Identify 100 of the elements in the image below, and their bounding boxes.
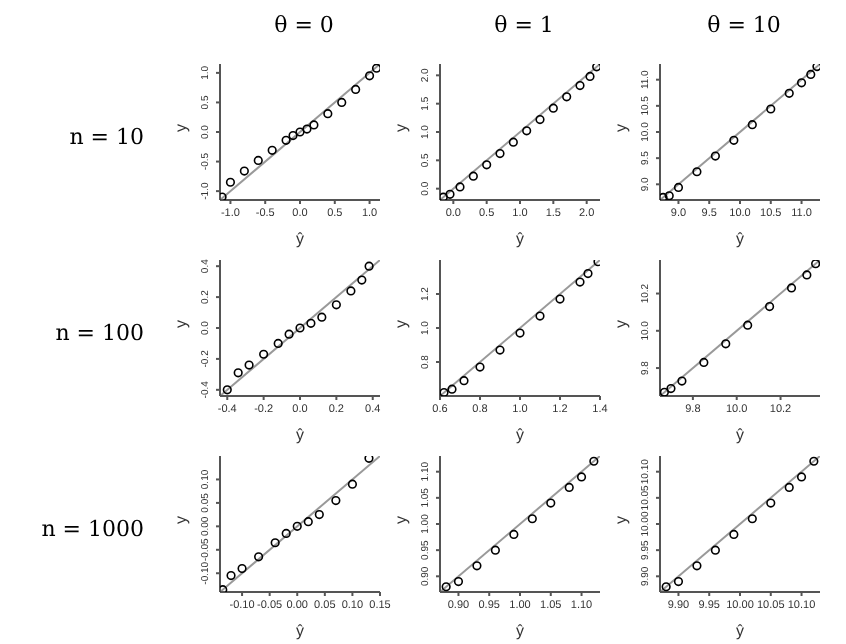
point [337,97,347,108]
point [254,552,264,562]
x-axis-title: ŷ [516,622,524,640]
point [564,482,574,492]
x-axis-title: ŷ [736,622,744,640]
point [710,545,720,555]
point [455,182,465,192]
point [225,177,236,187]
point [309,120,319,130]
point [331,495,341,506]
y-axis-title: y [171,516,190,524]
point [747,120,757,130]
point [660,387,669,396]
point [515,328,525,338]
point [522,126,532,136]
point [555,294,565,304]
point [809,456,819,466]
y-axis-title: y [391,516,410,524]
point [447,384,457,394]
point [575,277,585,287]
y-axis-title: y [611,320,630,328]
point [482,160,492,170]
point [281,528,291,538]
point [589,456,599,466]
point [766,498,776,508]
point [509,529,519,540]
point [364,261,374,271]
point [535,114,545,125]
point [576,472,587,482]
point [806,69,816,80]
point [281,135,291,145]
point [226,570,236,581]
point [562,92,572,102]
point [729,529,739,540]
point [323,109,333,119]
point [259,349,269,359]
point [721,339,731,349]
point [267,145,277,155]
point [747,514,757,524]
point [475,362,485,372]
chart-title: θ = 10 [705,12,783,38]
point [331,300,341,310]
point [364,71,375,81]
y-axis-title: y [391,124,410,132]
point [459,376,469,386]
point [666,383,676,394]
text: n = 1000 [39,516,144,542]
x-axis-title: ŷ [736,426,744,444]
point [237,563,247,574]
point [673,576,684,587]
point [302,124,312,134]
point [273,338,283,349]
point [357,275,367,285]
point [784,482,794,492]
point [440,192,448,200]
point [664,191,674,200]
point [508,137,518,147]
point [292,521,302,531]
point [786,283,797,293]
point [346,286,356,296]
point [495,148,505,159]
point [347,479,358,489]
point [575,80,585,91]
point [677,376,687,386]
y-axis-title: y [391,320,410,328]
x-axis-title: ŷ [516,426,524,444]
x-axis-title: ŷ [516,230,524,248]
x-axis-title: ŷ [296,622,304,640]
chart-title: θ = 0 [272,12,336,38]
point [284,329,294,339]
point [796,472,807,482]
point [811,260,820,269]
point [295,127,305,137]
point [222,385,232,395]
point [592,64,600,72]
point [239,166,249,176]
point [796,78,807,88]
point [295,323,305,333]
point [490,545,500,555]
point [692,561,702,571]
point [673,182,684,193]
point [303,517,313,527]
x-axis-title: ŷ [296,426,304,444]
point [766,104,776,114]
point [233,368,243,378]
point [253,155,263,165]
y-axis-title: y [611,124,630,132]
point [244,360,254,370]
point [441,582,451,592]
point [527,514,537,524]
point [743,320,753,330]
point [371,64,380,73]
y-axis-title: y [611,516,630,524]
point [351,84,361,95]
point [583,269,593,279]
point [495,345,505,355]
point [440,388,449,396]
point [699,357,709,368]
point [270,538,280,548]
x-axis-title: ŷ [296,230,304,248]
